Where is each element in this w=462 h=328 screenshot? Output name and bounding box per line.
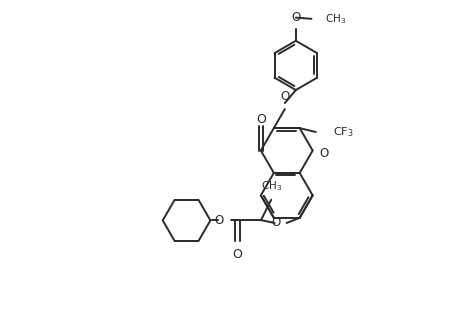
Text: O: O (256, 113, 266, 126)
Text: CH$_3$: CH$_3$ (261, 179, 282, 193)
Text: O: O (215, 214, 224, 227)
Text: CF$_3$: CF$_3$ (333, 125, 353, 139)
Text: CH$_3$: CH$_3$ (325, 12, 346, 26)
Text: O: O (291, 10, 300, 24)
Text: O: O (319, 147, 328, 159)
Text: O: O (272, 216, 281, 230)
Text: O: O (233, 248, 243, 261)
Text: O: O (280, 90, 290, 103)
